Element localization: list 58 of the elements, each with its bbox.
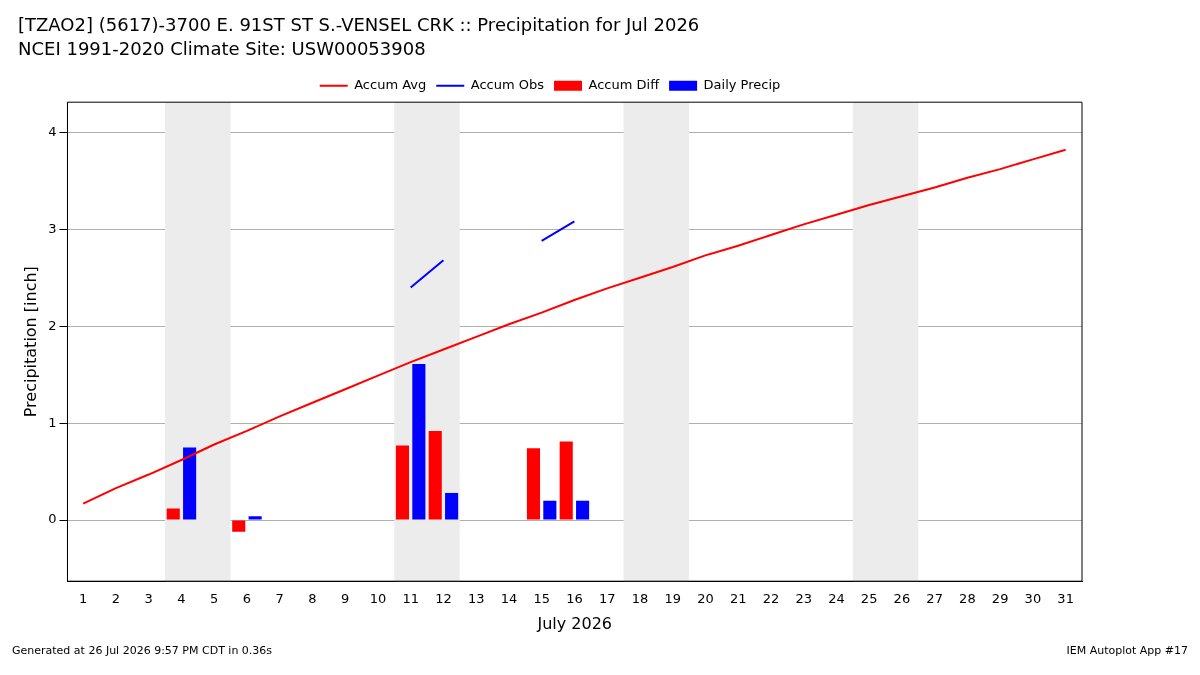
chart-subtitle: NCEI 1991-2020 Climate Site: USW00053908	[18, 38, 426, 60]
bar	[445, 492, 459, 520]
x-tick-label: 28	[959, 591, 976, 607]
y-tick-label: 0	[48, 511, 57, 527]
x-tick-label: 25	[860, 591, 878, 607]
bar	[232, 520, 246, 532]
x-tick-label: 1	[79, 591, 88, 607]
x-tick-label: 31	[1057, 591, 1074, 607]
x-tick-label: 17	[598, 591, 616, 607]
y-axis-title: Precipitation [inch]	[20, 266, 40, 418]
x-tick-label: 26	[893, 591, 911, 607]
y-tick-label: 4	[48, 123, 57, 139]
x-tick-label: 24	[828, 591, 845, 607]
x-tick-label: 16	[566, 591, 583, 607]
bar	[559, 441, 573, 520]
bar	[543, 500, 557, 520]
bar	[248, 516, 262, 520]
text: Generated at 26 Jul 2026 9:57 PM CDT in 0.36s	[12, 644, 273, 657]
x-tick-label: 20	[697, 591, 714, 607]
bar	[183, 447, 197, 520]
x-tick-label: 12	[435, 591, 452, 607]
x-tick-label: 15	[533, 591, 550, 607]
x-tick-label: 18	[631, 591, 649, 607]
x-tick-label: 19	[664, 591, 681, 607]
x-tick-label: 9	[341, 591, 350, 607]
x-tick-label: 14	[500, 591, 518, 607]
legend-label: Accum Diff	[588, 77, 661, 93]
bar	[576, 500, 590, 520]
y-tick-label: 2	[48, 317, 57, 333]
x-axis-title: July 2026	[536, 613, 613, 633]
text: IEM Autoplot App #17	[1066, 644, 1188, 657]
bar	[166, 508, 180, 520]
x-tick-label: 11	[402, 591, 419, 607]
x-tick-label: 29	[991, 591, 1009, 607]
x-tick-label: 10	[369, 591, 387, 607]
chart-title: [TZAO2] (5617)-3700 E. 91ST ST S.-VENSEL CRK :: Precipitation for Jul 2026	[18, 14, 700, 36]
bar	[395, 445, 410, 520]
x-tick-label: 30	[1024, 591, 1042, 607]
legend-label: Accum Avg	[354, 77, 427, 93]
y-tick-label: 3	[48, 220, 57, 236]
x-tick-label: 22	[762, 591, 780, 607]
bar	[428, 430, 442, 520]
x-tick-label: 3	[144, 591, 153, 607]
bar	[412, 364, 426, 520]
x-tick-label: 23	[795, 591, 812, 607]
legend-label: Accum Obs	[470, 77, 545, 93]
x-tick-label: 5	[210, 591, 219, 607]
x-tick-label: 7	[275, 591, 284, 607]
x-tick-label: 21	[729, 591, 747, 607]
x-tick-label: 4	[177, 591, 186, 607]
x-tick-label: 8	[308, 591, 317, 607]
x-tick-label: 6	[242, 591, 252, 607]
x-tick-label: 27	[926, 591, 943, 607]
x-tick-label: 2	[111, 591, 121, 607]
bar	[526, 448, 541, 520]
x-tick-label: 13	[467, 591, 485, 607]
legend-label: Daily Precip	[703, 77, 781, 93]
y-tick-label: 1	[48, 414, 57, 430]
